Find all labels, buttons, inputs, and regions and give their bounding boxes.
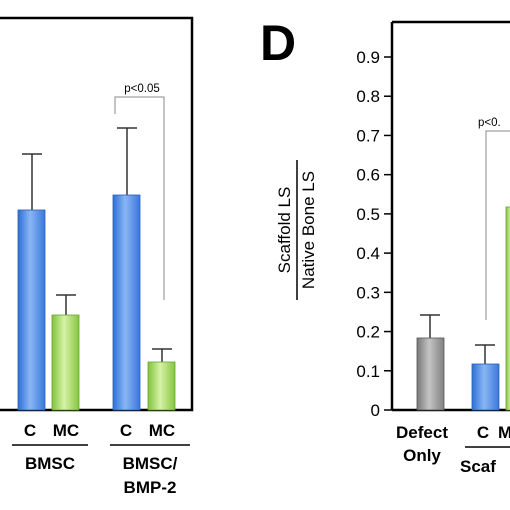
group-label-defect-line1: Defect xyxy=(396,423,448,442)
significance-bracket-left xyxy=(114,96,165,300)
group-label-defect-line2: Only xyxy=(403,446,441,465)
y-label-numerator: Scaffold LS xyxy=(275,187,294,274)
group-label-bmsc: BMSC xyxy=(25,454,75,473)
y-tick-label: 0 xyxy=(371,401,380,420)
tick-label-bmp-mc: MC xyxy=(149,421,175,440)
y-tick-label: 0.6 xyxy=(356,166,380,185)
significance-bracket-right xyxy=(485,130,510,320)
y-ticks: 0 0.1 0.2 0.3 0.4 0.5 0.6 0.7 0.8 0.9 xyxy=(356,48,392,420)
y-tick-label: 0.9 xyxy=(356,48,380,67)
bar-scaffold-m xyxy=(505,206,510,411)
y-tick-label: 0.3 xyxy=(356,283,380,302)
panel-right: D Scaffold LS Native Bone LS 00.10.20.30… xyxy=(260,15,510,476)
tick-label-bmsc-mc: MC xyxy=(53,421,79,440)
tick-label-scaffold-m: M xyxy=(498,423,510,442)
panel-left: p<0.05 C MC C MC BMSC BMSC/ BMP-2 xyxy=(0,16,194,497)
y-axis-label: Scaffold LS Native Bone LS xyxy=(275,160,318,300)
significance-label-left: p<0.05 xyxy=(124,83,160,95)
significance-label-right: p<0. xyxy=(478,117,501,129)
y-tick-label: 0.8 xyxy=(356,87,380,106)
tick-label-scaffold-c: C xyxy=(477,423,489,442)
group-label-bmp-line1: BMSC/ xyxy=(123,454,178,473)
bar-bmp-mc xyxy=(147,361,176,411)
y-tick-label: 0.5 xyxy=(356,205,380,224)
bar-scaffold-c xyxy=(471,363,500,411)
tick-label-bmsc-c: C xyxy=(24,421,36,440)
group-label-scaffold: Scaf xyxy=(460,457,496,476)
bar-bmsc-c xyxy=(17,209,46,411)
group-label-bmp-line2: BMP-2 xyxy=(124,478,177,497)
y-tick-label: 0.4 xyxy=(356,244,380,263)
panel-label-d: D xyxy=(260,15,296,71)
y-tick-label: 0.2 xyxy=(356,323,380,342)
panel-left-frame xyxy=(0,16,194,412)
bar-defect-only xyxy=(416,337,445,411)
y-label-denominator: Native Bone LS xyxy=(299,171,318,289)
y-tick-label: 0.1 xyxy=(356,362,380,381)
y-tick-label: 0.7 xyxy=(356,126,380,145)
bar-bmp-c xyxy=(112,194,141,411)
bar-bmsc-mc xyxy=(51,314,80,411)
tick-label-bmp-c: C xyxy=(120,421,132,440)
